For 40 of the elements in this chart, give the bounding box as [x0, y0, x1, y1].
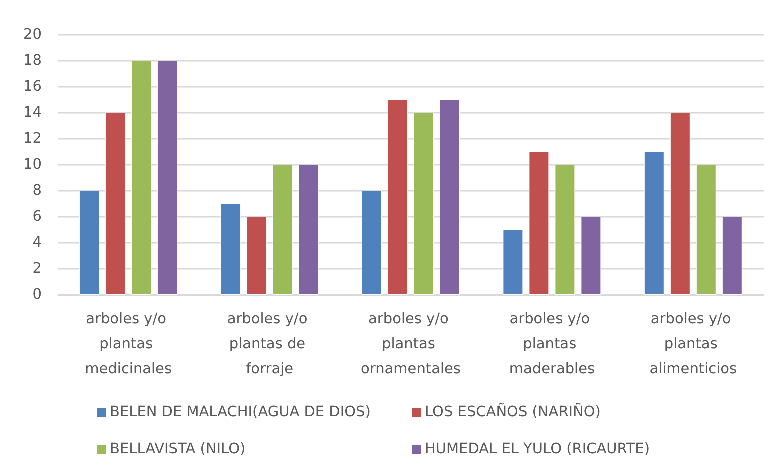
- legend-label: BELLAVISTA (NILO): [110, 442, 246, 458]
- bar: [272, 165, 293, 295]
- x-tick-label: arboles y/o plantas maderables: [509, 312, 596, 378]
- bar: [388, 100, 408, 295]
- x-tick-label: arboles y/o plantas de forraje: [227, 312, 312, 378]
- bar: [158, 61, 178, 295]
- x-tick-label: arboles y/o plantas medicinales: [85, 312, 172, 378]
- y-tick-label: 12: [24, 131, 42, 147]
- bar: [503, 230, 524, 295]
- y-tick-label: 20: [24, 27, 42, 43]
- bar: [644, 152, 664, 295]
- bar: [132, 61, 152, 295]
- x-tick-label: arboles y/o plantas alimenticios: [650, 312, 738, 378]
- x-tick-label: arboles y/o plantas ornamentales: [361, 312, 461, 378]
- bar: [696, 165, 716, 295]
- bar: [220, 204, 241, 295]
- y-tick-label: 6: [32, 209, 42, 225]
- legend-label: HUMEDAL EL YULO (RICAURTE): [425, 442, 650, 458]
- bar: [246, 217, 267, 295]
- y-tick-label: 14: [24, 105, 42, 121]
- bar: [529, 152, 550, 295]
- bar: [440, 100, 460, 295]
- legend-label: BELEN DE MALACHI(AGUA DE DIOS): [110, 404, 371, 420]
- bar: [362, 191, 382, 295]
- bar: [670, 113, 690, 295]
- y-tick-label: 16: [24, 79, 42, 95]
- bar: [298, 165, 319, 295]
- bar: [555, 165, 576, 295]
- bar: [722, 217, 742, 295]
- bar: [581, 217, 602, 295]
- bar: [80, 191, 100, 295]
- y-tick-label: 2: [32, 261, 42, 277]
- legend-label: LOS ESCAÑOS (NARIÑO): [425, 402, 601, 420]
- y-tick-label: 0: [32, 287, 42, 303]
- y-tick-label: 4: [32, 235, 42, 251]
- y-tick-label: 10: [24, 157, 42, 173]
- y-tick-label: 8: [32, 183, 42, 199]
- bar: [414, 113, 434, 295]
- y-tick-label: 18: [24, 53, 42, 69]
- bar: [106, 113, 126, 295]
